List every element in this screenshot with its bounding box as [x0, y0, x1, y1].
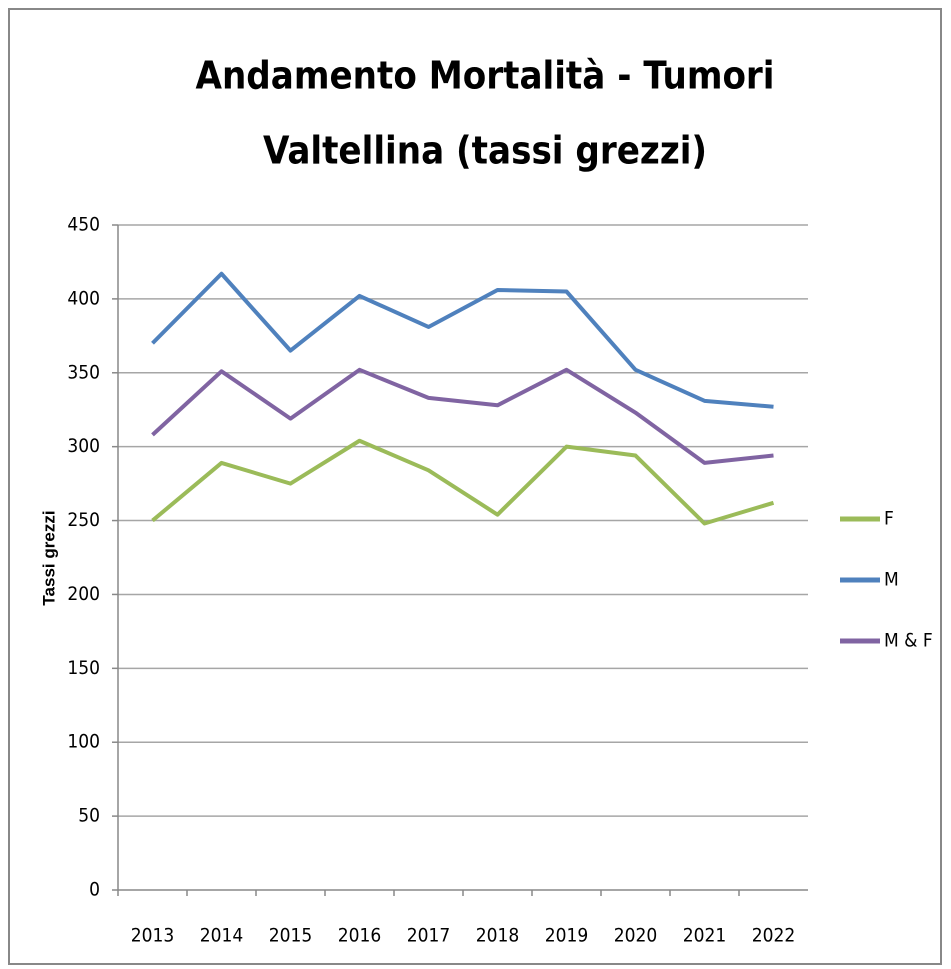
y-tick-label: 300 — [67, 435, 100, 457]
series-line — [151, 271, 774, 409]
x-tick-label: 2013 — [131, 925, 175, 947]
y-tick-label: 0 — [89, 879, 100, 901]
y-tick-label: 50 — [78, 805, 100, 827]
x-tick-label: 2022 — [752, 925, 796, 947]
x-tick-label: 2019 — [545, 925, 589, 947]
chart-title: Andamento Mortalità - Tumori — [195, 54, 774, 98]
y-tick-label: 350 — [67, 361, 100, 383]
y-tick-label: 200 — [67, 583, 100, 605]
x-tick-label: 2018 — [476, 925, 520, 947]
legend-label: M & F — [884, 630, 933, 652]
x-tick-label: 2014 — [200, 925, 244, 947]
legend-label: F — [884, 508, 894, 530]
series-line — [151, 367, 774, 465]
y-axis-label: Tassi grezzi — [39, 510, 58, 605]
x-tick-label: 2020 — [614, 925, 658, 947]
y-tick-label: 450 — [67, 214, 100, 236]
x-tick-label: 2016 — [338, 925, 382, 947]
chart-subtitle: Valtellina (tassi grezzi) — [263, 129, 707, 173]
y-tick-label: 250 — [67, 509, 100, 531]
x-tick-label: 2015 — [269, 925, 313, 947]
legend-label: M — [884, 569, 899, 591]
series-line — [151, 438, 775, 526]
x-tick-label: 2021 — [683, 925, 727, 947]
x-tick-label: 2017 — [407, 925, 451, 947]
y-tick-label: 150 — [67, 657, 100, 679]
chart-frame — [8, 8, 942, 965]
y-tick-label: 100 — [67, 731, 100, 753]
y-tick-label: 400 — [67, 287, 100, 309]
